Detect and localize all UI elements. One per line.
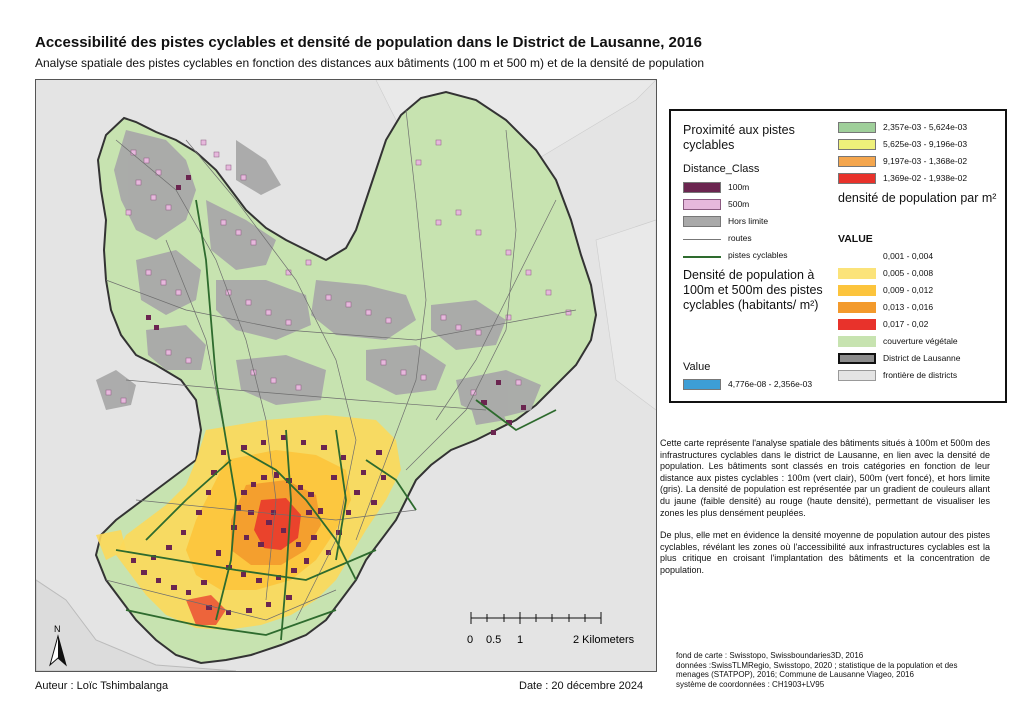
map-description: Cette carte représente l'analyse spatial… (660, 438, 990, 588)
legend-swatch-value-4 (838, 302, 876, 313)
north-label: N (54, 624, 61, 634)
map-svg: 0 0.5 1 2 Kilometers N (36, 80, 656, 671)
description-paragraph-2: De plus, elle met en évidence la densité… (660, 530, 990, 575)
legend-swatch-vegetation (838, 336, 876, 347)
scale-bar: 0 0.5 1 2 Kilometers (467, 612, 635, 646)
legend-swatch-district (838, 353, 876, 364)
map-date: Date : 20 décembre 2024 (519, 680, 644, 692)
neighbor-east (595, 219, 656, 411)
legend-value-label: Value (683, 361, 711, 373)
description-paragraph-1: Cette carte représente l'analyse spatial… (660, 438, 990, 518)
legend-label-value-3: 0,009 - 0,012 (883, 285, 934, 295)
legend-value-caps: VALUE (838, 233, 873, 245)
legend-label-frontiere: frontière de districts (883, 370, 958, 380)
legend-swatch-frontiere (838, 370, 876, 381)
legend-swatch-density-2 (838, 139, 876, 150)
legend-proximity-title: Proximité aux pistes cyclables (683, 123, 795, 152)
map-sources: fond de carte : Swisstopo, Swissboundari… (676, 651, 1006, 689)
legend-swatch-hors-limite (683, 216, 721, 227)
legend-swatch-value-5 (838, 319, 876, 330)
legend-swatch-value-2 (838, 268, 876, 279)
legend-line-routes (683, 239, 721, 240)
legend-swatch-density-4 (838, 173, 876, 184)
legend-swatch-value-3 (838, 285, 876, 296)
legend-label-density-4: 1,369e-02 - 1,938e-02 (883, 173, 968, 183)
map-legend: Proximité aux pistes cyclables Distance_… (669, 109, 1007, 403)
map-subtitle: Analyse spatiale des pistes cyclables en… (35, 56, 705, 70)
legend-label-routes: routes (728, 233, 752, 243)
legend-label-density-2: 5,625e-03 - 9,196e-03 (883, 139, 968, 149)
north-arrow-icon: N (49, 624, 67, 667)
legend-swatch-density-1 (838, 122, 876, 133)
cycle-paths (115, 199, 557, 641)
legend-swatch-density-3 (838, 156, 876, 167)
buildings-500m (105, 139, 572, 404)
legend-swatch-value (683, 379, 721, 390)
legend-densite-title: densité de population par m² (838, 191, 997, 205)
scale-label-0: 0 (467, 634, 473, 646)
legend-label-value-1: 0,001 - 0,004 (883, 251, 934, 261)
source-line-1: fond de carte : Swisstopo, Swissboundari… (676, 651, 864, 660)
legend-swatch-100m (683, 182, 721, 193)
map-canvas[interactable]: 0 0.5 1 2 Kilometers N (35, 79, 657, 672)
legend-label-value-4: 0,013 - 0,016 (883, 302, 934, 312)
map-author: Auteur : Loïc Tshimbalanga (35, 680, 169, 692)
legend-swatch-500m (683, 199, 721, 210)
buildings-100m (131, 175, 526, 615)
source-line-2: données :SwissTLMRegio, Swisstopo, 2020 … (676, 660, 958, 670)
hors-limite-zones (96, 130, 541, 425)
legend-label-500m: 500m (728, 199, 750, 209)
scale-label-2km: 2 Kilometers (573, 634, 635, 646)
legend-label-vegetation: couverture végétale (883, 336, 958, 346)
map-title: Accessibilité des pistes cyclables et de… (35, 34, 702, 51)
legend-distance-class-label: Distance_Class (683, 163, 760, 175)
legend-label-hors-limite: Hors limite (728, 216, 769, 226)
legend-label-value: 4,776e-08 - 2,356e-03 (728, 379, 813, 389)
scale-label-0-5: 0.5 (486, 634, 501, 646)
source-line-3: menages (STATPOP), 2016; Commune de Laus… (676, 670, 914, 679)
legend-line-pistes (683, 256, 721, 258)
source-line-4: système de coordonnées : CH1903+LV95 (676, 679, 825, 689)
scale-label-1: 1 (517, 634, 523, 646)
legend-label-pistes: pistes cyclables (728, 250, 788, 260)
legend-label-value-5: 0,017 - 0,02 (883, 319, 929, 329)
lake-area (36, 579, 237, 671)
legend-label-value-2: 0,005 - 0,008 (883, 268, 934, 278)
legend-label-100m: 100m (728, 182, 750, 192)
legend-label-density-1: 2,357e-03 - 5,624e-03 (883, 122, 968, 132)
legend-label-density-3: 9,197e-03 - 1,368e-02 (883, 156, 968, 166)
legend-label-district: District de Lausanne (883, 353, 961, 363)
legend-swatch-value-1 (838, 251, 876, 262)
legend-density-title: Densité de population à 100m et 500m des… (683, 268, 823, 312)
